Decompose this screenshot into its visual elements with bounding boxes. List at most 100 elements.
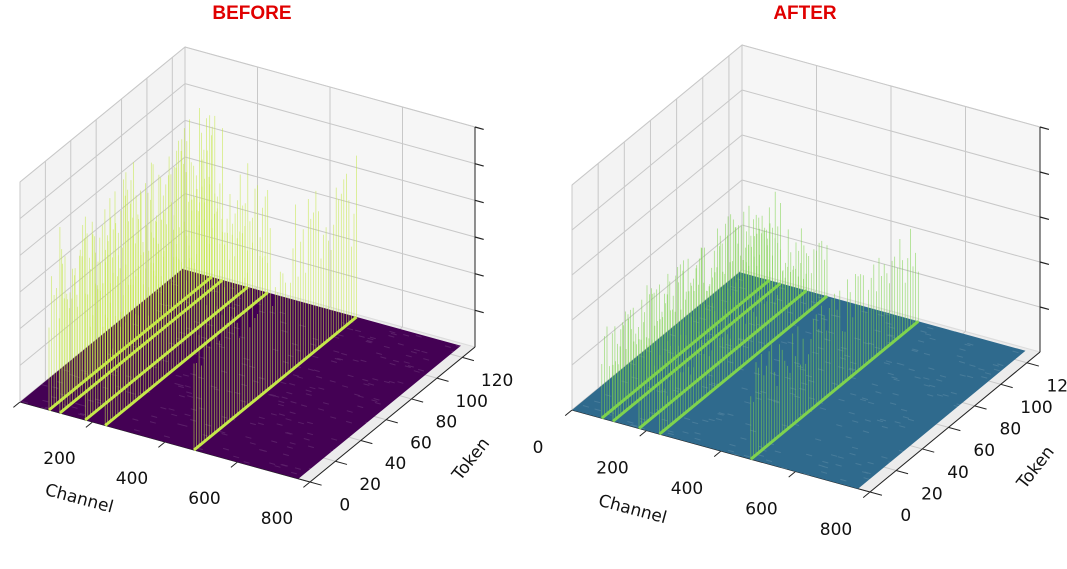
x-tick-label: 800 — [820, 520, 852, 540]
x-tick-label: 800 — [261, 509, 293, 529]
tick-mark — [896, 469, 909, 475]
grid-line — [184, 83, 476, 165]
y-tick-label: 120 — [1046, 377, 1067, 397]
spike — [750, 228, 919, 460]
tick-mark — [1039, 261, 1050, 266]
y-tick-label: 40 — [947, 463, 969, 483]
y-tick-label: 40 — [385, 454, 407, 474]
tick-mark — [85, 421, 93, 428]
tick-mark — [1039, 126, 1050, 131]
tick-mark — [474, 163, 484, 167]
y-tick-label: 20 — [359, 475, 381, 495]
tick-mark — [1039, 216, 1050, 221]
y-tick-label: 120 — [481, 371, 513, 391]
x-tick-label: 0 — [533, 438, 544, 458]
tick-mark — [922, 448, 935, 453]
tick-mark — [436, 377, 449, 382]
panel: BEFORE0200400600800020406080100120Channe… — [13, 3, 513, 529]
tick-mark — [474, 309, 484, 314]
tick-mark — [713, 450, 722, 457]
y-tick-label: 80 — [436, 413, 458, 433]
grid-line — [184, 193, 476, 275]
tick-mark — [1026, 362, 1039, 367]
tick-mark — [386, 419, 398, 424]
grid-line — [19, 83, 186, 220]
spike — [601, 207, 770, 419]
y-tick-label: 0 — [900, 506, 911, 526]
grid-line — [571, 134, 743, 276]
spike — [638, 228, 807, 429]
tick-mark — [303, 481, 311, 488]
y-tick-label: 0 — [339, 496, 350, 516]
spike — [48, 118, 212, 410]
grid-line — [571, 44, 743, 186]
y-axis-line — [869, 351, 1041, 493]
tick-mark — [1039, 306, 1050, 311]
y-tick-label: 60 — [410, 433, 432, 453]
x-tick-label: 400 — [116, 469, 148, 489]
y-axis-line — [309, 346, 476, 483]
tick-mark — [474, 199, 484, 204]
tick-mark — [974, 405, 987, 410]
x-axis-label: Channel — [43, 480, 116, 517]
tick-mark — [158, 441, 166, 448]
spike — [193, 155, 357, 450]
tick-mark — [869, 491, 883, 496]
grid-line — [741, 44, 1041, 128]
grid-line — [184, 119, 476, 201]
grid-line — [741, 224, 1041, 308]
tick-mark — [13, 401, 21, 408]
grid-line — [19, 119, 186, 256]
tick-mark — [788, 471, 796, 478]
outlier-strip — [84, 285, 249, 422]
tick-mark — [230, 461, 238, 468]
x-tick-label: 600 — [188, 489, 220, 509]
grid-line — [741, 179, 1041, 263]
tick-mark — [474, 273, 484, 277]
spike — [659, 240, 828, 435]
grid-line — [184, 46, 476, 128]
grid-line — [184, 229, 476, 311]
grid-line — [741, 134, 1041, 218]
y-tick-label: 80 — [1000, 420, 1022, 440]
tick-mark — [462, 356, 475, 362]
tick-mark — [360, 439, 373, 445]
x-tick-label: 200 — [596, 459, 628, 479]
y-axis-label: Token — [1013, 442, 1059, 493]
outlier-strip — [104, 291, 269, 427]
x-tick-label: 600 — [745, 500, 777, 520]
chart-title: AFTER — [773, 3, 837, 24]
tick-mark — [639, 430, 647, 437]
grid-line — [19, 46, 186, 183]
chart-title: BEFORE — [212, 3, 291, 24]
x-axis-label: Channel — [596, 491, 669, 528]
tick-mark — [474, 236, 484, 240]
grid-line — [571, 179, 743, 321]
outlier-strip — [658, 295, 828, 436]
grid-line — [184, 156, 476, 238]
tick-mark — [309, 481, 322, 486]
y-tick-label: 100 — [1020, 398, 1052, 418]
y-tick-label: 100 — [455, 392, 487, 412]
y-tick-label: 60 — [973, 441, 995, 461]
grid-line — [19, 156, 186, 293]
tick-mark — [1039, 171, 1050, 176]
x-tick-label: 200 — [43, 449, 75, 469]
y-tick-label: 20 — [921, 484, 943, 504]
x-tick-label: 400 — [671, 479, 703, 499]
spike — [104, 185, 269, 426]
tick-mark — [411, 398, 424, 403]
x-axis-line — [571, 409, 871, 493]
tick-mark — [1000, 383, 1013, 389]
outlier-strip — [193, 315, 358, 452]
tick-mark — [948, 426, 961, 432]
tick-mark — [335, 460, 348, 465]
tick-mark — [862, 491, 871, 498]
y-axis-label: Token — [448, 434, 494, 485]
tick-mark — [564, 409, 573, 416]
grid-line — [571, 89, 743, 231]
tick-mark — [474, 126, 484, 130]
grid-line — [741, 89, 1041, 173]
